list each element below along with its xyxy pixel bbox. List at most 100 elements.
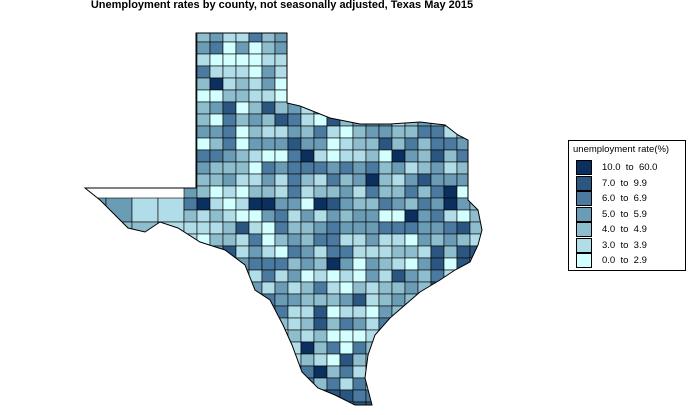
county [274, 173, 289, 187]
county [326, 185, 341, 199]
county [404, 137, 419, 151]
county [248, 377, 263, 391]
county [118, 173, 133, 187]
county [456, 101, 471, 115]
county [483, 222, 496, 234]
county [85, 113, 94, 127]
county [183, 365, 198, 379]
county [261, 77, 276, 91]
county [157, 89, 172, 103]
county [456, 125, 471, 139]
county [483, 294, 496, 306]
county [183, 41, 198, 55]
county [326, 137, 341, 151]
county [131, 365, 159, 391]
county [209, 365, 224, 379]
county [274, 245, 289, 259]
county [274, 125, 289, 139]
county [339, 65, 354, 79]
county [209, 257, 224, 271]
county [105, 65, 120, 79]
county [261, 389, 276, 403]
county [222, 41, 237, 55]
county [274, 149, 289, 163]
county [339, 365, 354, 379]
county [456, 221, 471, 235]
county [209, 317, 224, 331]
county [92, 41, 107, 55]
county [443, 89, 458, 103]
county [209, 401, 224, 405]
county [92, 101, 107, 115]
county [313, 53, 328, 67]
county [196, 33, 211, 43]
county [443, 401, 458, 405]
county [105, 173, 120, 187]
county [430, 173, 445, 187]
county [196, 41, 211, 55]
county [365, 173, 380, 187]
county [313, 257, 328, 271]
legend-item: 0.0 to 2.9 [576, 253, 681, 268]
county [144, 89, 159, 103]
county [274, 197, 289, 211]
county [300, 377, 315, 391]
county [274, 293, 289, 307]
county [417, 41, 432, 55]
county [326, 257, 341, 271]
county [417, 185, 432, 199]
county [483, 42, 496, 54]
county [483, 66, 496, 78]
county [469, 389, 482, 403]
county [105, 77, 120, 91]
county [483, 330, 496, 342]
county [209, 113, 224, 127]
county [261, 257, 276, 271]
county [209, 149, 224, 163]
county [222, 341, 237, 355]
county [352, 209, 367, 223]
county [378, 137, 393, 151]
county [183, 221, 198, 235]
legend-label: 7.0 to 9.9 [602, 177, 647, 189]
county [391, 53, 406, 67]
county [430, 389, 445, 403]
county [483, 366, 496, 378]
county [469, 269, 482, 283]
county [131, 245, 159, 271]
county [261, 221, 276, 235]
county [261, 329, 276, 343]
county [196, 377, 211, 391]
legend-item: 7.0 to 9.9 [576, 175, 681, 191]
county [209, 137, 224, 151]
county [183, 281, 198, 295]
county [456, 365, 471, 379]
county [352, 353, 367, 367]
county [274, 341, 289, 355]
county [469, 149, 482, 163]
county [313, 149, 328, 163]
county [118, 89, 133, 103]
county [365, 233, 380, 247]
county [196, 197, 211, 211]
county [235, 137, 250, 151]
county [92, 33, 107, 43]
county [378, 341, 393, 355]
county [196, 137, 211, 151]
legend-swatch [576, 160, 592, 175]
legend-label: 0.0 to 2.9 [602, 255, 647, 266]
county [339, 305, 354, 319]
county [274, 221, 289, 235]
county [313, 65, 328, 79]
county [287, 377, 302, 391]
county [222, 77, 237, 91]
county [443, 33, 458, 43]
county [157, 149, 172, 163]
county [339, 401, 354, 405]
county [483, 258, 496, 270]
county [222, 89, 237, 103]
county [404, 257, 419, 271]
county [209, 41, 224, 55]
county [443, 233, 458, 247]
county [183, 149, 198, 163]
